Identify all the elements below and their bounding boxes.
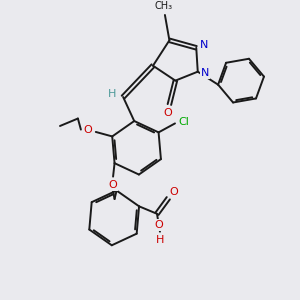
Text: H: H (156, 235, 165, 245)
Text: O: O (164, 108, 172, 118)
Text: N: N (200, 40, 208, 50)
Text: O: O (169, 187, 178, 197)
Text: Cl: Cl (178, 117, 189, 127)
Text: CH₃: CH₃ (154, 1, 172, 11)
Text: N: N (201, 68, 209, 78)
Text: O: O (83, 125, 92, 136)
Text: O: O (109, 180, 117, 190)
Text: O: O (154, 220, 163, 230)
Text: H: H (108, 89, 116, 99)
